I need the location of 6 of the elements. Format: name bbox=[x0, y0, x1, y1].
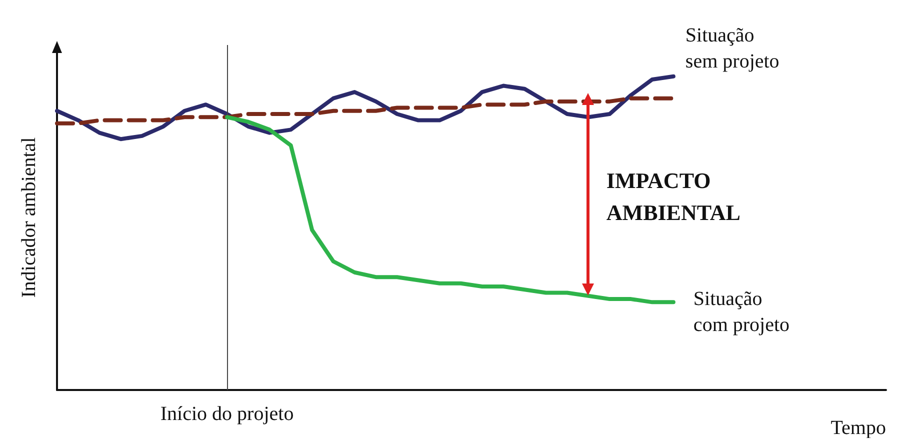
x-axis-title: Tempo bbox=[830, 417, 886, 439]
series-label: Situação com projeto bbox=[693, 288, 790, 336]
series-label: Situação sem projeto bbox=[685, 24, 780, 72]
annotation: IMPACTO AMBIENTAL bbox=[606, 168, 740, 226]
y-axis-title: Indicador ambiental bbox=[18, 136, 40, 298]
text: Início do projeto bbox=[160, 403, 294, 425]
